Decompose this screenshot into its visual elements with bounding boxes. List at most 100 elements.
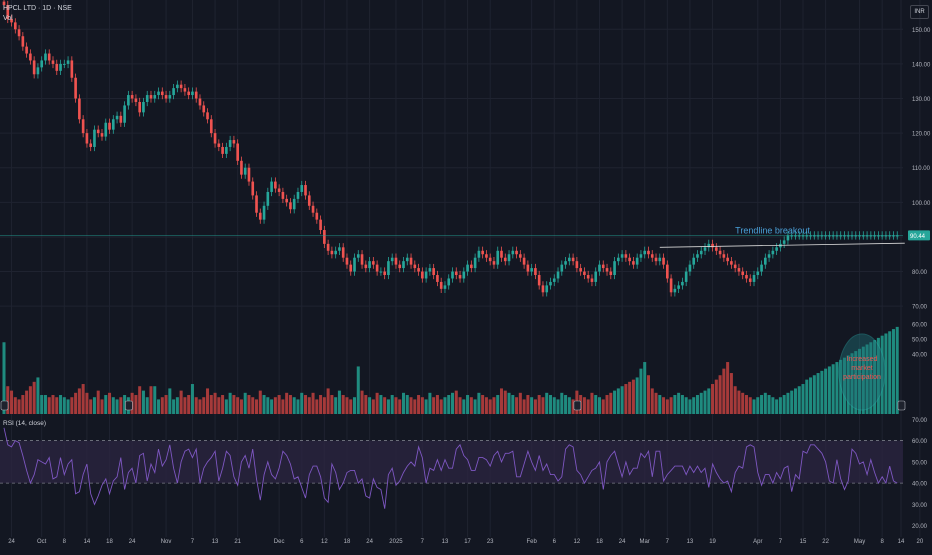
- volume-bar: [307, 397, 311, 414]
- volume-bar: [518, 392, 522, 414]
- candle-body: [895, 235, 899, 237]
- volume-bar: [202, 397, 206, 414]
- candle-body: [794, 235, 797, 237]
- volume-bar: [556, 399, 560, 414]
- volume-bar: [846, 355, 850, 414]
- candle-body: [748, 278, 752, 282]
- volume-bar: [537, 395, 541, 414]
- x-tick-label: 13: [687, 539, 694, 545]
- volume-bar: [782, 395, 786, 414]
- candle-body: [81, 119, 85, 134]
- candle-body: [635, 257, 639, 265]
- volume-bar: [582, 397, 586, 414]
- volume-bar: [616, 388, 620, 414]
- candle-body: [824, 235, 827, 237]
- candle-body: [511, 250, 515, 255]
- volume-bar: [515, 397, 519, 414]
- volume-bar: [221, 395, 225, 414]
- candle-body: [228, 140, 232, 147]
- candle-body: [752, 275, 756, 282]
- price-tick-label: 120.00: [912, 132, 931, 138]
- candle-body: [251, 181, 255, 196]
- volume-bar: [13, 397, 17, 414]
- candle-body: [277, 188, 281, 192]
- x-tick-label: Dec: [274, 539, 285, 545]
- candle-body: [225, 146, 228, 154]
- candle-body: [790, 235, 794, 237]
- volume-bar: [236, 397, 240, 414]
- price-tick-label: 100.00: [912, 201, 931, 207]
- candle-body: [620, 254, 624, 258]
- candle-body: [417, 268, 420, 272]
- volume-bar: [567, 397, 571, 414]
- candle-body: [586, 275, 590, 279]
- candle-body: [556, 271, 560, 279]
- candle-body: [111, 119, 115, 130]
- volume-bar: [432, 397, 436, 414]
- volume-bar: [149, 386, 153, 414]
- volume-bar: [447, 395, 451, 414]
- candle-body: [59, 63, 62, 71]
- volume-bar: [70, 397, 74, 414]
- volume-bar: [168, 388, 172, 414]
- candle-body: [692, 257, 696, 265]
- volume-bar: [835, 362, 839, 414]
- volume-bar: [692, 397, 696, 414]
- volume-bar: [32, 381, 36, 414]
- volume-bar: [654, 392, 658, 414]
- candle-body: [624, 254, 628, 258]
- candle-body: [157, 91, 160, 96]
- volume-bar: [895, 326, 899, 414]
- volume-bar: [628, 381, 632, 414]
- candle-body: [134, 98, 138, 102]
- volume-bar: [737, 390, 741, 414]
- volume-bar: [876, 337, 880, 414]
- volume-bar: [239, 399, 243, 414]
- candle-body: [258, 212, 262, 220]
- candle-body: [379, 271, 383, 273]
- candle-body: [319, 219, 322, 231]
- candle-body: [345, 257, 349, 265]
- candle-body: [583, 271, 586, 276]
- x-tick-label: 24: [129, 539, 136, 545]
- volume-bar: [175, 397, 179, 414]
- x-tick-label: 21: [234, 539, 241, 545]
- volume-bar: [646, 375, 650, 414]
- currency-badge[interactable]: INR: [910, 5, 929, 19]
- volume-bar: [96, 390, 100, 414]
- x-tick-label: Mar: [640, 539, 650, 545]
- candle-body: [164, 95, 168, 99]
- volume-bar: [28, 386, 32, 414]
- candle-body: [666, 264, 669, 279]
- candle-body: [816, 235, 820, 237]
- x-tick-label: 18: [344, 539, 351, 545]
- volume-bar: [319, 395, 323, 414]
- x-tick-label: 18: [596, 539, 603, 545]
- candle-body: [466, 264, 469, 272]
- volume-bar: [81, 384, 85, 414]
- volume-note-line: market: [851, 365, 872, 372]
- rsi-tick-label: 50.00: [912, 460, 928, 466]
- volume-bar: [198, 399, 202, 414]
- volume-bar: [605, 395, 609, 414]
- volume-bar: [59, 395, 63, 414]
- x-tick-label: 15: [800, 539, 807, 545]
- rsi-tick-label: 30.00: [912, 503, 928, 509]
- candle-body: [492, 261, 496, 265]
- volume-bar: [658, 395, 662, 414]
- candle-body: [130, 95, 134, 99]
- candle-body: [677, 285, 680, 289]
- candle-body: [247, 167, 251, 182]
- volume-bar: [586, 399, 590, 414]
- candle-body: [70, 60, 74, 78]
- x-tick-label: 22: [822, 539, 829, 545]
- volume-bar: [375, 392, 379, 414]
- volume-bar: [115, 399, 119, 414]
- candle-body: [387, 261, 390, 276]
- volume-bar: [43, 395, 47, 414]
- volume-bar: [330, 395, 334, 414]
- candle-body: [801, 235, 805, 237]
- candle-body: [236, 143, 239, 161]
